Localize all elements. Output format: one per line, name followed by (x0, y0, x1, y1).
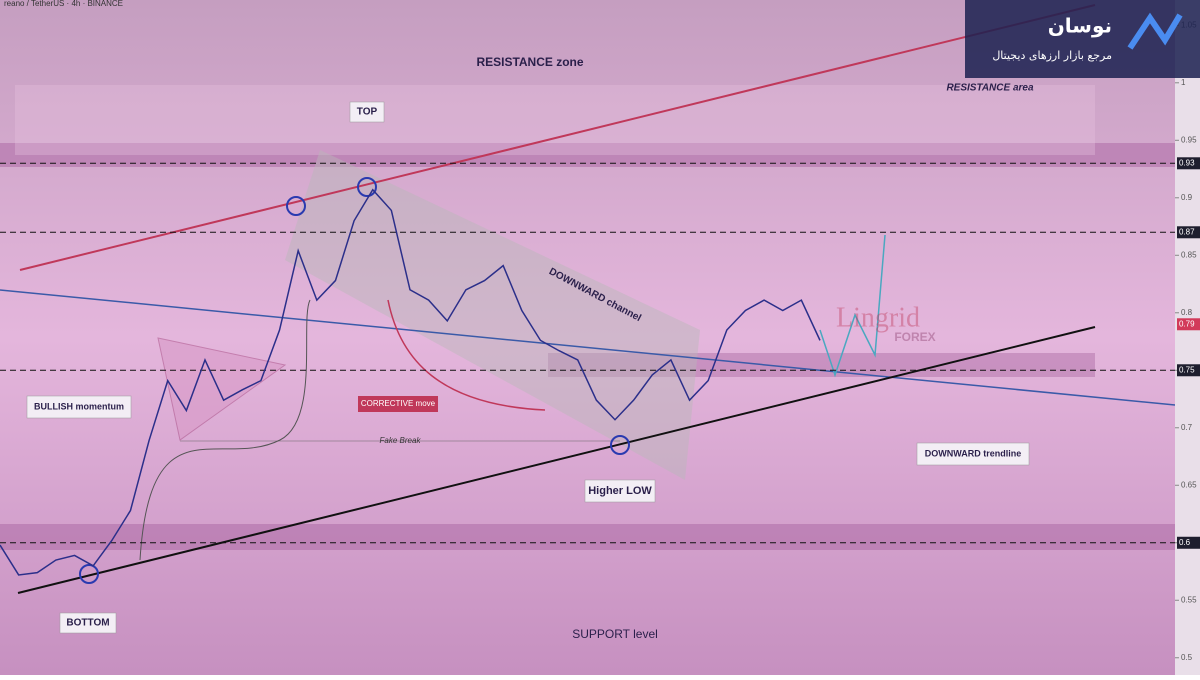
annotation: DOWNWARD trendline (925, 448, 1022, 458)
y-tick-label: 0.7 (1181, 423, 1193, 432)
channel (285, 150, 700, 480)
pivot (286, 196, 306, 216)
corrective-arrow (387, 299, 546, 411)
annotation: BOTTOM (66, 618, 109, 629)
price-label-box (1177, 364, 1200, 377)
downward-trendline (0, 289, 1176, 406)
support-band (0, 524, 1175, 550)
y-tick-label: 0.65 (1181, 480, 1197, 489)
projection (819, 234, 886, 378)
zone-band (548, 353, 1095, 377)
price-label-box (1177, 226, 1200, 239)
annotation: RESISTANCE area (946, 83, 1034, 94)
y-tick-label: 1 (1181, 78, 1186, 87)
price-label: 0.75 (1179, 365, 1195, 374)
price-label-box (1177, 318, 1200, 331)
price-label: 0.93 (1179, 158, 1195, 167)
price-label-box (1177, 157, 1200, 170)
resistance-trendline (19, 4, 1096, 271)
y-axis-bg (1175, 0, 1200, 675)
y-tick-label: 0.55 (1181, 595, 1197, 604)
logo-subtitle: مرجع بازار ارزهای دیجیتال (992, 49, 1112, 62)
label-box (584, 479, 656, 503)
momentum-curve (139, 299, 311, 561)
price-label-box (1177, 536, 1200, 549)
y-tick-label: 0.5 (1181, 653, 1193, 662)
price-line (0, 188, 821, 576)
annotation: TOP (357, 107, 378, 118)
support-trendline (17, 326, 1096, 594)
annotation: Fake Break (380, 436, 422, 445)
pivot (79, 564, 99, 584)
annotation: BULLISH momentum (34, 401, 124, 411)
label-box (358, 396, 438, 412)
logo-icon (1127, 12, 1183, 50)
label-box (26, 395, 132, 419)
pivot (357, 177, 377, 197)
label-box (59, 612, 117, 634)
resistance-area (15, 85, 1095, 155)
chart-title: reano / TetherUS · 4h · BINANCE (4, 0, 123, 8)
annotation: SUPPORT level (572, 627, 658, 641)
label-box (349, 101, 385, 123)
watermark: FOREX (894, 330, 935, 344)
y-tick-label: 0.95 (1181, 135, 1197, 144)
price-label: 0.79 (1179, 319, 1195, 328)
pivot (610, 435, 630, 455)
label-box (916, 442, 1030, 466)
annotation: CORRECTIVE move (361, 399, 436, 408)
annotation: RESISTANCE zone (476, 55, 583, 69)
triangle (157, 337, 287, 441)
y-tick-label: 0.9 (1181, 193, 1193, 202)
y-tick-label: 0.85 (1181, 250, 1197, 259)
watermark: Lingrid (836, 302, 920, 333)
annotation: Higher LOW (588, 485, 652, 497)
price-label: 0.6 (1179, 538, 1191, 547)
y-tick-label: 0.8 (1181, 308, 1193, 317)
logo-title: نوسان (1048, 14, 1112, 38)
price-label: 0.87 (1179, 227, 1195, 236)
